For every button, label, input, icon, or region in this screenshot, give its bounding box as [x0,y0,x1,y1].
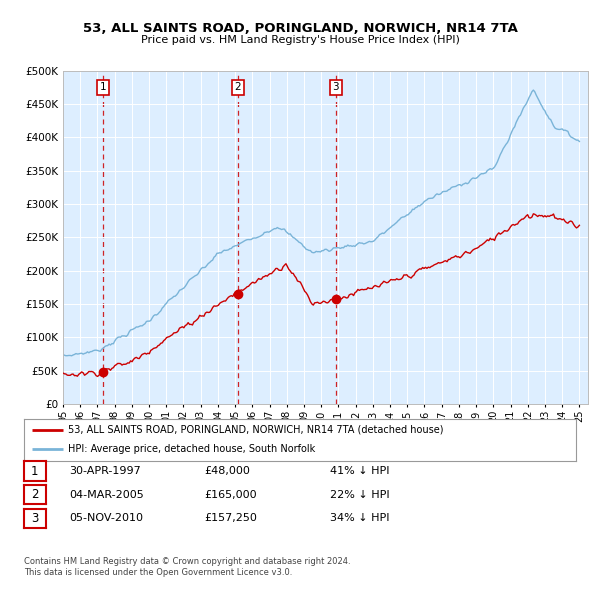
Text: 53, ALL SAINTS ROAD, PORINGLAND, NORWICH, NR14 7TA: 53, ALL SAINTS ROAD, PORINGLAND, NORWICH… [83,22,517,35]
Text: 1: 1 [100,83,106,93]
Text: 53, ALL SAINTS ROAD, PORINGLAND, NORWICH, NR14 7TA (detached house): 53, ALL SAINTS ROAD, PORINGLAND, NORWICH… [68,425,443,434]
Text: 3: 3 [332,83,339,93]
Text: £157,250: £157,250 [204,513,257,523]
Text: £48,000: £48,000 [204,466,250,476]
Text: Price paid vs. HM Land Registry's House Price Index (HPI): Price paid vs. HM Land Registry's House … [140,35,460,45]
Text: 04-MAR-2005: 04-MAR-2005 [69,490,144,500]
Text: 05-NOV-2010: 05-NOV-2010 [69,513,143,523]
Text: 2: 2 [235,83,241,93]
Text: 2: 2 [31,488,38,501]
Text: This data is licensed under the Open Government Licence v3.0.: This data is licensed under the Open Gov… [24,568,292,577]
Text: £165,000: £165,000 [204,490,257,500]
Text: 30-APR-1997: 30-APR-1997 [69,466,141,476]
Text: 41% ↓ HPI: 41% ↓ HPI [330,466,389,476]
Text: Contains HM Land Registry data © Crown copyright and database right 2024.: Contains HM Land Registry data © Crown c… [24,558,350,566]
Text: 1: 1 [31,464,38,478]
Text: HPI: Average price, detached house, South Norfolk: HPI: Average price, detached house, Sout… [68,444,316,454]
Text: 3: 3 [31,512,38,525]
Text: 34% ↓ HPI: 34% ↓ HPI [330,513,389,523]
Text: 22% ↓ HPI: 22% ↓ HPI [330,490,389,500]
